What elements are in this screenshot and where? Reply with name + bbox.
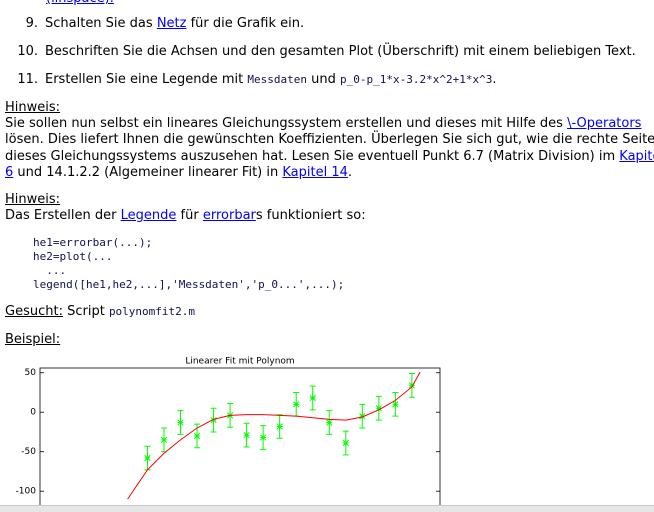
link[interactable]: (linspace). (46, 0, 114, 6)
data-point (408, 382, 416, 389)
text-line: lösen. Dies liefert Ihnen die gewünschte… (5, 132, 654, 148)
link[interactable]: 6 (5, 164, 14, 180)
step-number: 9. (25, 16, 38, 31)
data-point (293, 401, 300, 408)
inline-code: Messdaten (247, 73, 307, 86)
code-line: he2=plot(... (33, 250, 113, 263)
y-tick-label: 0 (30, 408, 36, 418)
data-point (144, 454, 151, 462)
link[interactable]: \-Operators (567, 116, 642, 131)
text: . (347, 164, 353, 180)
fit-line (127, 371, 421, 500)
hint-heading: Hinweis: (5, 100, 61, 115)
text: und 14.1.2.2 (Algemeiner linearer Fit) i… (13, 164, 283, 180)
data-point (392, 401, 399, 408)
error-bar (392, 391, 399, 417)
y-tick-label: -50 (21, 447, 36, 457)
step-text: Beschriften Sie die Achsen und den gesam… (45, 44, 636, 60)
error-bar (194, 423, 201, 449)
error-bar (177, 410, 184, 435)
plot-area (39, 367, 441, 508)
text: Das Erstellen der (5, 208, 121, 223)
link[interactable]: Kapitel (619, 148, 654, 164)
error-bar (243, 422, 250, 448)
y-tick-label: 50 (25, 368, 37, 378)
error-bar (309, 385, 316, 411)
text: für (176, 208, 203, 223)
data-point (375, 405, 382, 412)
step-number: 11. (17, 72, 38, 87)
error-bar (293, 391, 300, 417)
error-bar (359, 403, 366, 429)
text-line: Das Erstellen der Legende für errorbars … (5, 208, 366, 224)
step-text: Erstellen Sie eine Legende mit Messdaten… (45, 72, 496, 88)
text: . (492, 72, 497, 87)
text: für die Grafik ein. (186, 16, 305, 31)
text-line: dieses Gleichungssystems auszusehen hat.… (5, 149, 654, 165)
data-point (243, 431, 250, 439)
text: s funktioniert so: (255, 208, 366, 223)
error-bar (144, 445, 151, 471)
error-bar (375, 395, 382, 421)
chart-title: Linearer Fit mit Polynom (185, 357, 294, 367)
data-point (160, 436, 168, 444)
y-tick-label: -100 (16, 487, 37, 497)
text: und (307, 72, 340, 87)
data-point (193, 432, 201, 440)
link[interactable]: Kapitel 14 (282, 164, 348, 180)
code-line: he1=errorbar(...); (33, 236, 153, 249)
scrollbar[interactable] (0, 505, 654, 512)
text-line: 6 und 14.1.2.2 (Algemeiner linearer Fit)… (5, 165, 352, 181)
code-line: legend([he1,he2,...],'Messdaten','p_0...… (33, 278, 345, 291)
data-point (342, 439, 349, 447)
error-bar (276, 414, 283, 439)
text: Beschriften Sie die Achsen und den gesam… (45, 44, 636, 59)
data-point (326, 419, 333, 426)
step-number: 10. (17, 44, 38, 59)
sought-heading: Gesucht: (5, 304, 63, 319)
text: lösen. Dies liefert Ihnen die gewünschte… (5, 132, 654, 148)
text: Erstellen Sie eine Legende mit (45, 72, 248, 87)
code-line: ... (33, 264, 67, 277)
error-bar (342, 430, 349, 456)
example-heading: Beispiel: (5, 332, 61, 347)
sought-code: polynomfit2.m (108, 305, 196, 318)
text: Schalten Sie das (45, 16, 157, 31)
link[interactable]: Netz (156, 16, 187, 31)
error-bar (326, 410, 333, 435)
data-point (226, 412, 234, 419)
inline-code: p_0-p_1*x-3.2*x^2+1*x^3 (340, 73, 493, 86)
top-fragment[interactable]: (linspace). (46, 0, 114, 7)
sought: Gesucht: Script polynomfit2.m (5, 304, 195, 320)
text: Sie sollen nun selbst ein lineares Gleic… (5, 116, 568, 131)
error-bar (227, 403, 234, 428)
step-text: Schalten Sie das Netz für die Grafik ein… (45, 16, 304, 32)
error-bar (160, 427, 167, 453)
text-line: Sie sollen nun selbst ein lineares Gleic… (5, 116, 641, 132)
sought-text: Script (62, 304, 109, 319)
data-point (177, 419, 184, 426)
data-point (359, 413, 366, 420)
data-point (259, 434, 267, 441)
data-point (276, 423, 283, 430)
link[interactable]: errorbar (202, 208, 256, 223)
error-bar (210, 407, 217, 433)
data-point (309, 394, 316, 402)
hint-heading: Hinweis: (5, 192, 61, 207)
error-bar (408, 373, 415, 398)
text: dieses Gleichungssystems auszusehen hat.… (5, 148, 620, 164)
error-bar (260, 425, 267, 450)
data-point (210, 416, 217, 424)
link[interactable]: Legende (120, 208, 177, 223)
